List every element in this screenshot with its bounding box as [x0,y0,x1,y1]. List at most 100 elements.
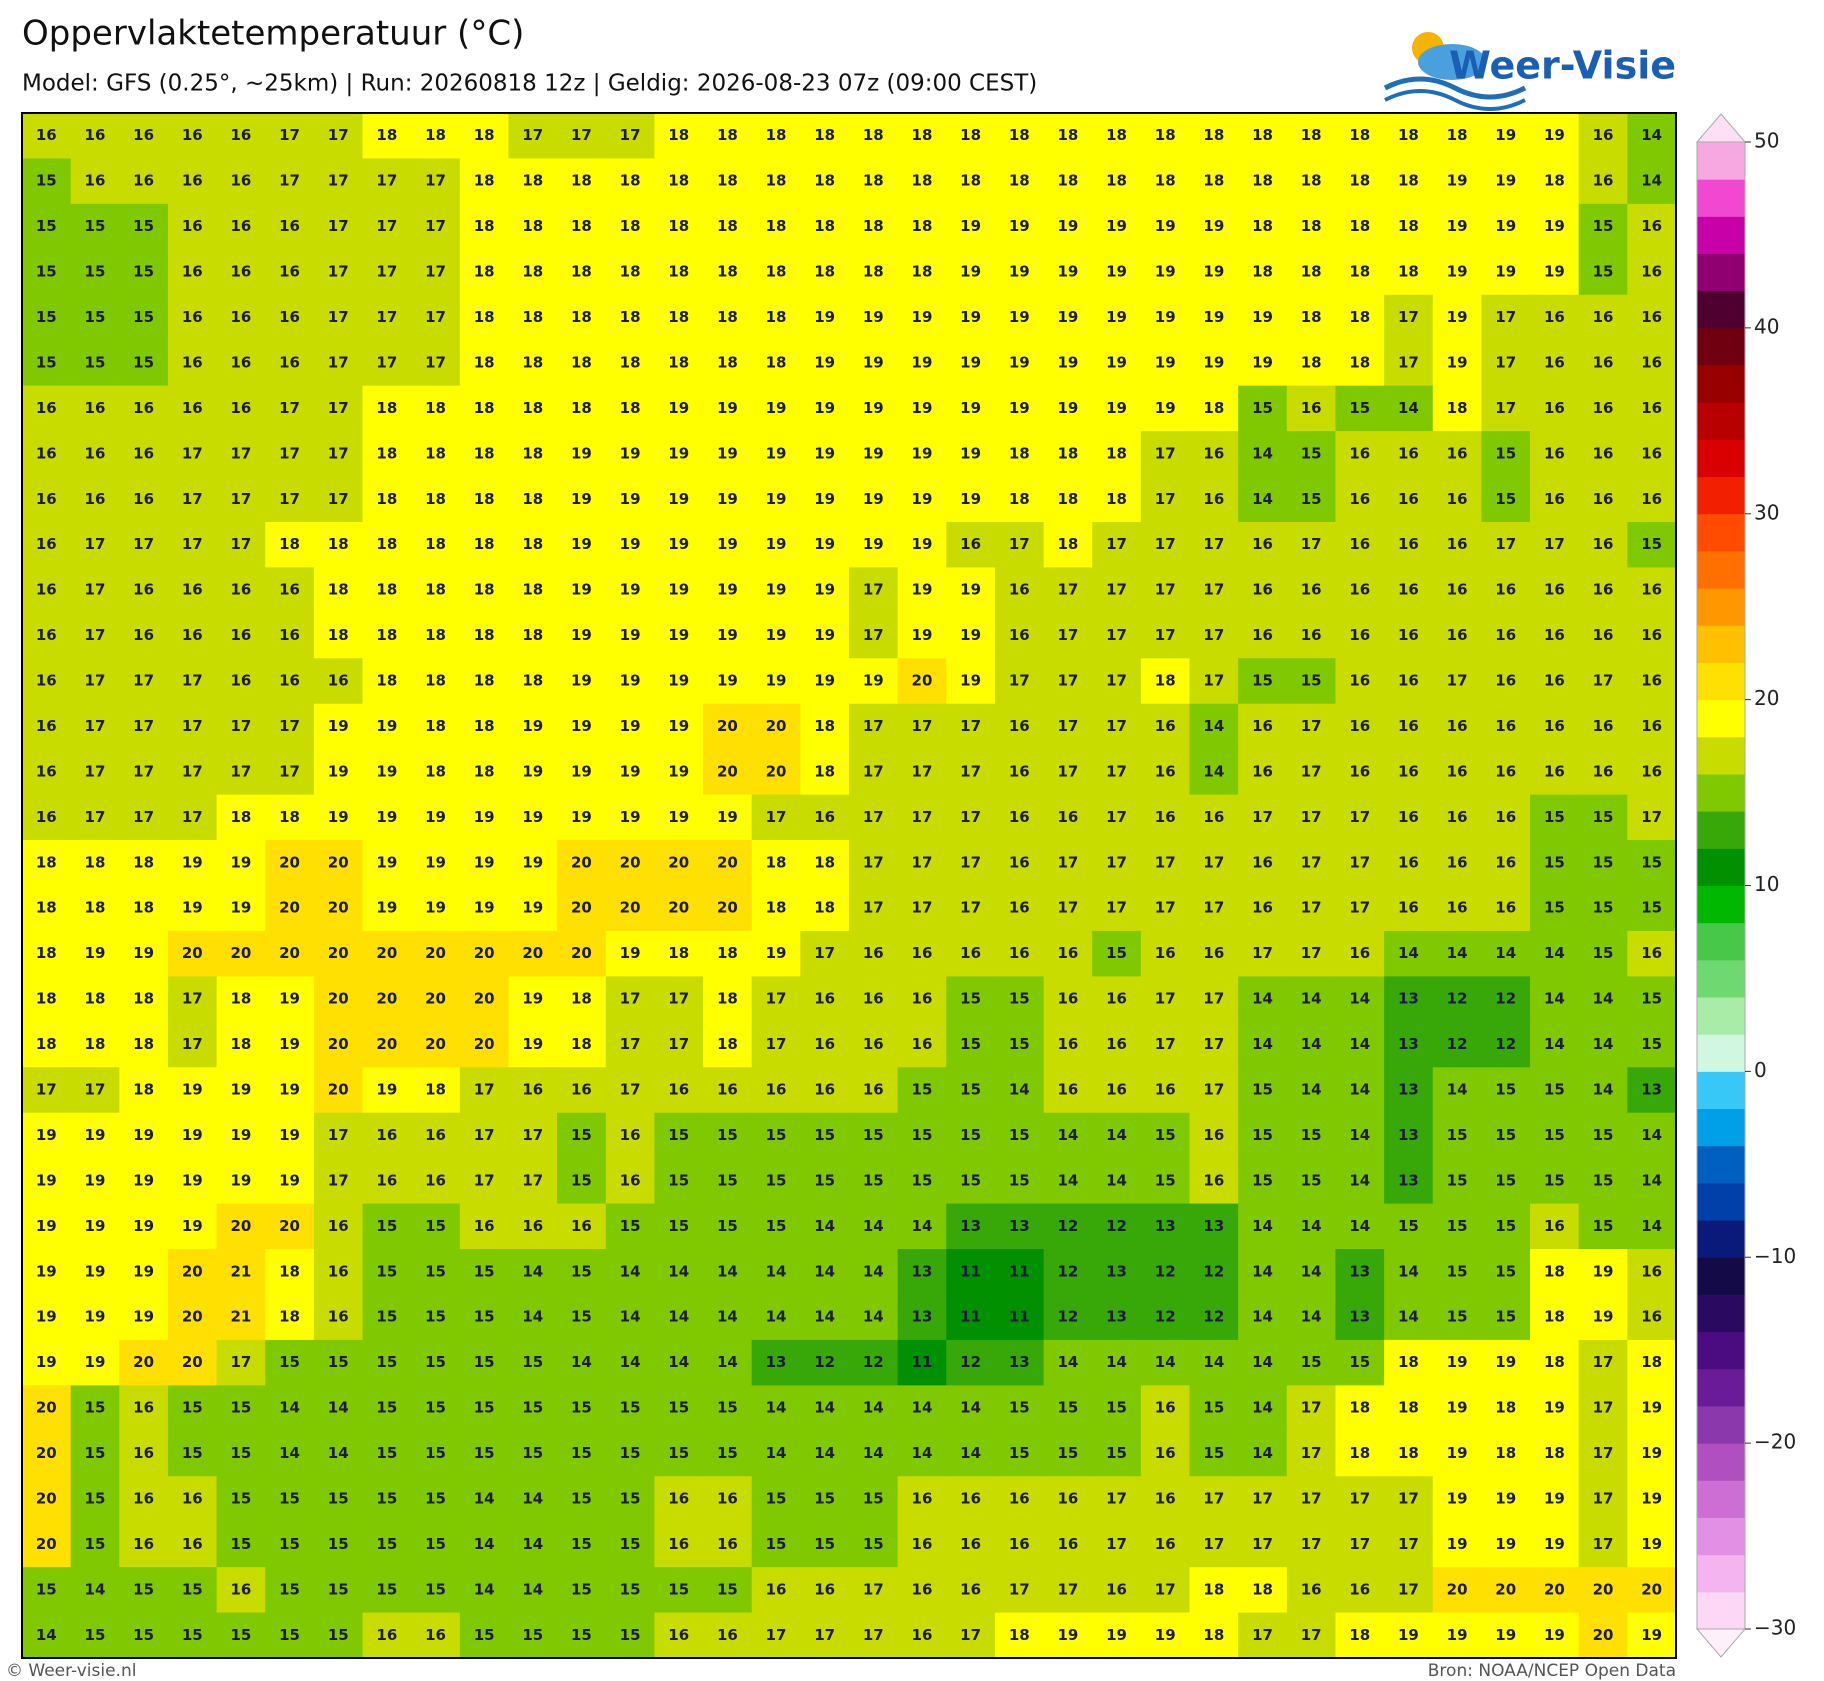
temperature-label: 13 [1398,1080,1419,1098]
temperature-cell [167,476,218,523]
temperature-label: 18 [814,717,835,735]
temperature-label: 17 [1057,626,1078,644]
temperature-cell [1092,294,1142,341]
temperature-label: 18 [474,444,495,462]
temperature-label: 19 [1544,126,1565,144]
temperature-label: 14 [1301,1308,1322,1326]
temperature-label: 17 [863,1580,884,1598]
temperature-label: 17 [1009,672,1030,690]
colorbar-box [1697,1443,1745,1481]
temperature-label: 17 [1203,626,1224,644]
temperature-label: 17 [230,762,251,780]
temperature-cell [1189,794,1239,841]
temperature-label: 17 [912,717,933,735]
temperature-label: 20 [230,944,251,962]
temperature-label: 15 [1252,399,1273,417]
temperature-cell [605,385,655,432]
temperature-label: 16 [1447,444,1468,462]
temperature-cell [1627,1021,1677,1068]
temperature-cell [265,794,315,841]
temperature-cell [265,612,315,659]
temperature-label: 15 [571,1626,592,1644]
temperature-cell [557,976,607,1023]
temperature-cell [459,340,509,387]
temperature-cell [557,749,607,796]
temperature-cell [1092,521,1142,568]
temperature-cell [654,1112,704,1159]
temperature-label: 19 [814,672,835,690]
temperature-label: 19 [36,1171,57,1189]
temperature-cell [411,1294,461,1341]
temperature-label: 20 [328,1080,349,1098]
temperature-label: 15 [571,1580,592,1598]
temperature-cell [849,385,899,432]
temperature-cell [313,1158,364,1205]
temperature-cell [459,249,509,296]
temperature-cell [1286,385,1336,432]
temperature-label: 16 [1495,899,1516,917]
temperature-cell [946,431,996,478]
temperature-cell [557,521,607,568]
temperature-cell [1189,1249,1239,1295]
temperature-cell [897,885,947,932]
temperature-cell [167,658,218,705]
temperature-label: 19 [1057,399,1078,417]
temperature-label: 16 [1155,1489,1176,1507]
temperature-cell [1140,658,1191,705]
temperature-cell [994,203,1045,250]
temperature-label: 16 [1155,1399,1176,1417]
temperature-label: 16 [814,1080,835,1098]
temperature-label: 17 [1155,444,1176,462]
temperature-cell [1043,794,1093,841]
temperature-label: 19 [1447,353,1468,371]
temperature-label: 18 [1301,353,1322,371]
temperature-label: 18 [1301,126,1322,144]
temperature-label: 19 [620,626,641,644]
temperature-cell [1432,567,1482,614]
temperature-label: 16 [1009,1535,1030,1553]
temperature-cell [605,567,655,614]
temperature-cell [459,703,509,750]
temperature-label: 17 [863,762,884,780]
temperature-label: 19 [133,944,154,962]
temperature-cell [1481,1203,1531,1250]
temperature-cell [751,1203,801,1250]
temperature-label: 17 [1155,581,1176,599]
temperature-cell [362,158,412,205]
temperature-cell [1384,203,1434,250]
temperature-cell [313,703,364,750]
temperature-cell [1335,1158,1385,1205]
temperature-label: 15 [36,263,57,281]
temperature-cell [1238,840,1288,886]
temperature-label: 19 [960,399,981,417]
temperature-label: 19 [1544,1399,1565,1417]
temperature-label: 17 [620,1080,641,1098]
temperature-cell [946,567,996,614]
temperature-cell [849,521,899,568]
temperature-label: 15 [1447,1262,1468,1280]
temperature-label: 14 [1301,990,1322,1008]
temperature-label: 17 [1252,808,1273,826]
temperature-label: 18 [1301,308,1322,326]
temperature-label: 18 [571,353,592,371]
temperature-label: 12 [814,1353,835,1371]
colorbar-box [1697,1071,1745,1110]
temperature-label: 19 [1447,172,1468,190]
temperature-cell [508,158,558,205]
temperature-cell [362,1158,412,1205]
temperature-label: 18 [230,990,251,1008]
temperature-label: 19 [133,1262,154,1280]
temperature-cell [1384,385,1434,432]
temperature-label: 17 [1106,535,1127,553]
temperature-label: 16 [279,263,300,281]
temperature-cell [216,885,266,932]
temperature-label: 18 [474,172,495,190]
temperature-label: 18 [1447,126,1468,144]
temperature-label: 15 [85,1489,106,1507]
temperature-label: 15 [960,990,981,1008]
colorbar-box [1697,365,1745,403]
temperature-label: 17 [474,1171,495,1189]
temperature-label: 15 [1544,1171,1565,1189]
temperature-label: 19 [36,1126,57,1144]
temperature-cell [994,794,1045,841]
